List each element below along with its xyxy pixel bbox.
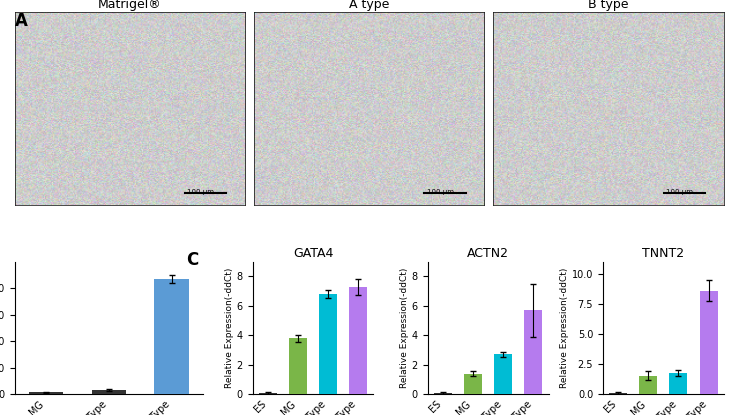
Bar: [29, 392, 64, 394]
Title: TNNT2: TNNT2: [643, 247, 684, 261]
Bar: [91, 390, 126, 394]
Title: ACTN2: ACTN2: [467, 247, 509, 261]
Bar: [524, 310, 542, 394]
Text: 100 μm: 100 μm: [187, 189, 214, 195]
Bar: [259, 393, 277, 394]
Y-axis label: Relative Expression(-ddCt): Relative Expression(-ddCt): [225, 268, 234, 388]
Bar: [639, 376, 657, 394]
Title: Matrigel®: Matrigel®: [98, 0, 162, 11]
Bar: [670, 373, 687, 394]
Bar: [494, 354, 512, 394]
Text: A: A: [15, 12, 28, 30]
Title: GATA4: GATA4: [292, 247, 333, 261]
Bar: [700, 290, 718, 394]
Text: 100 μm: 100 μm: [427, 189, 454, 195]
Title: B type: B type: [588, 0, 629, 11]
Y-axis label: Relative Expression(-ddCt): Relative Expression(-ddCt): [400, 268, 409, 388]
Text: C: C: [186, 251, 198, 269]
Bar: [464, 374, 482, 394]
Y-axis label: Relative Expression(-ddCt): Relative Expression(-ddCt): [560, 268, 569, 388]
Bar: [319, 294, 337, 394]
Bar: [609, 393, 627, 394]
Bar: [154, 279, 189, 394]
Text: 100 μm: 100 μm: [666, 189, 693, 195]
Bar: [349, 287, 367, 394]
Bar: [289, 338, 307, 394]
Title: A type: A type: [349, 0, 390, 11]
Bar: [433, 393, 452, 394]
